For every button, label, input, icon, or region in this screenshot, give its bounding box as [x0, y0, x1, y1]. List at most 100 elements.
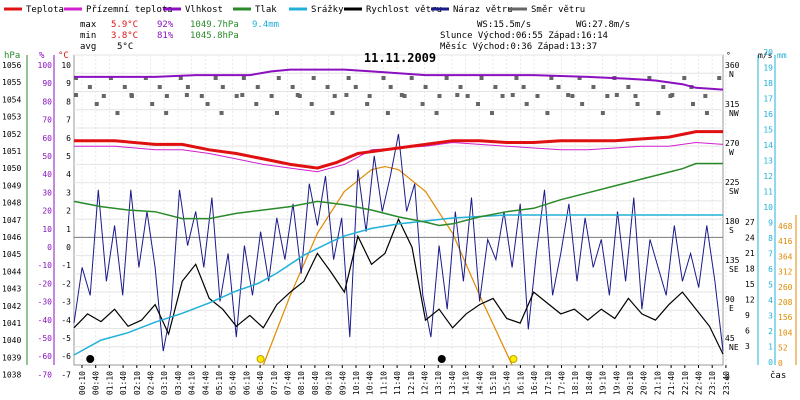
- moonset-marker: [437, 355, 446, 363]
- x-tick-label: 05:40: [229, 371, 238, 395]
- pct-tick-label: 70: [42, 116, 52, 125]
- chart-title: 11.11.2009: [364, 51, 436, 65]
- wind-direction-mark: [500, 94, 505, 98]
- deg-tick-label: 135: [725, 256, 740, 265]
- pct-unit: %: [39, 51, 45, 61]
- ms-unit: m/s: [758, 51, 773, 60]
- pct-tick-label: 20: [42, 207, 52, 216]
- deg-tick-label: 270: [725, 139, 740, 148]
- legend-label-hum: Vlhkost: [185, 5, 223, 15]
- c-tick-label: 10: [61, 61, 71, 70]
- wind-direction-mark: [367, 94, 372, 98]
- c-unit: °C: [58, 51, 69, 61]
- wind-direction-mark: [254, 102, 259, 106]
- mm-tick-label: 364: [778, 252, 793, 261]
- stat-avg-label: avg: [80, 42, 96, 52]
- wind-direction-mark: [388, 85, 393, 89]
- wind-direction-mark: [108, 76, 113, 80]
- ms-tick-label: 0: [768, 358, 773, 367]
- mm-tick-label: 416: [778, 237, 793, 246]
- x-tick-label: 11:10: [379, 371, 388, 395]
- x-tick-label: 05:10: [215, 371, 224, 395]
- x-tick-label: 01:10: [105, 371, 114, 395]
- wind-direction-mark: [220, 85, 225, 89]
- x-tick-label: 18:40: [585, 371, 594, 395]
- stat-max-rain: 9.4mm: [252, 20, 279, 30]
- wind-direction-mark: [682, 76, 687, 80]
- wind-direction-mark: [423, 85, 428, 89]
- x-tick-label: 06:10: [242, 371, 251, 395]
- x-tick-label: 23:10: [708, 371, 717, 395]
- deg-tick-label: 90: [725, 295, 735, 304]
- wind-direction-mark: [647, 76, 652, 80]
- stat-sun: Slunce Východ:06:55 Západ:16:14: [440, 31, 608, 41]
- pct-tick-label: -60: [38, 352, 53, 361]
- wind-direction-mark: [276, 76, 281, 80]
- wind-direction-mark: [402, 94, 407, 98]
- dir-name-label: E: [729, 304, 734, 313]
- event-markers: [86, 355, 518, 363]
- pct-tick-label: -10: [38, 261, 53, 270]
- stat-moon: Měsíc Východ:0:36 Západ:13:37: [440, 42, 597, 52]
- x-tick-label: 10:10: [352, 371, 361, 395]
- pct-tick-label: 100: [38, 61, 53, 70]
- ms2-tick-label: 24: [745, 234, 755, 243]
- mm-tick-label: 104: [778, 328, 793, 337]
- wind-direction-mark: [489, 111, 494, 115]
- stat-min-hum: 81%: [157, 31, 174, 41]
- wind-direction-mark: [476, 102, 481, 106]
- x-tick-label: 16:10: [516, 371, 525, 395]
- pct-tick-label: 30: [42, 188, 52, 197]
- pct-tick-label: -50: [38, 334, 53, 343]
- wind-direction-mark: [330, 111, 335, 115]
- wind-direction-mark: [704, 111, 709, 115]
- x-tick-label: 19:40: [612, 371, 621, 395]
- legend-label-rain: Srážky: [311, 5, 344, 15]
- wind-direction-mark: [510, 93, 515, 97]
- wind-direction-mark: [255, 85, 260, 89]
- wind-direction-mark: [717, 76, 722, 80]
- wind-direction-mark: [344, 93, 349, 97]
- x-tick-label: 12:10: [407, 371, 416, 395]
- c-tick-label: 8: [66, 97, 71, 106]
- deg-tick-label: 180: [725, 217, 740, 226]
- legend-label-temp: Teplota: [26, 5, 64, 15]
- pct-tick-label: -40: [38, 316, 53, 325]
- c-tick-label: -2: [61, 279, 71, 288]
- c-tick-label: 1: [66, 225, 71, 234]
- wind-direction-mark: [240, 93, 245, 97]
- hpa-tick-label: 1050: [2, 164, 21, 173]
- wind-direction-mark: [205, 102, 210, 106]
- wind-direction-mark: [399, 93, 404, 97]
- x-tick-label: 18:10: [571, 371, 580, 395]
- hpa-tick-label: 1047: [2, 216, 21, 225]
- wind-direction-mark: [691, 102, 696, 106]
- mm-tick-label: 0: [778, 359, 783, 368]
- wind-direction-mark: [626, 85, 631, 89]
- wind-direction-mark: [381, 76, 386, 80]
- x-tick-label: 13:40: [448, 371, 457, 395]
- wind-direction-mark: [94, 102, 99, 106]
- pct-tick-label: 50: [42, 152, 52, 161]
- stat-max-hum: 92%: [157, 20, 174, 30]
- x-axis-label: čas: [770, 370, 786, 381]
- deg-unit: °: [726, 51, 731, 60]
- ms-tick-label: 19: [763, 64, 773, 73]
- ms2-tick-label: 27: [745, 218, 755, 227]
- c-tick-label: 2: [66, 207, 71, 216]
- wind-direction-mark: [434, 111, 439, 115]
- wind-direction-mark: [290, 85, 295, 89]
- stat-min-label: min: [80, 31, 96, 41]
- ms-tick-label: 12: [763, 172, 773, 181]
- mm-tick-label: 260: [778, 283, 793, 292]
- wind-direction-mark: [465, 94, 470, 98]
- x-tick-label: 02:40: [147, 371, 156, 395]
- mm-unit: mm: [777, 51, 787, 60]
- x-tick-label: 23:40: [722, 371, 731, 395]
- wind-direction-mark: [591, 85, 596, 89]
- mm-tick-label: 208: [778, 298, 793, 307]
- wind-direction-mark: [605, 94, 610, 98]
- x-tick-label: 00:40: [92, 371, 101, 395]
- mm-tick-label: 312: [778, 268, 793, 277]
